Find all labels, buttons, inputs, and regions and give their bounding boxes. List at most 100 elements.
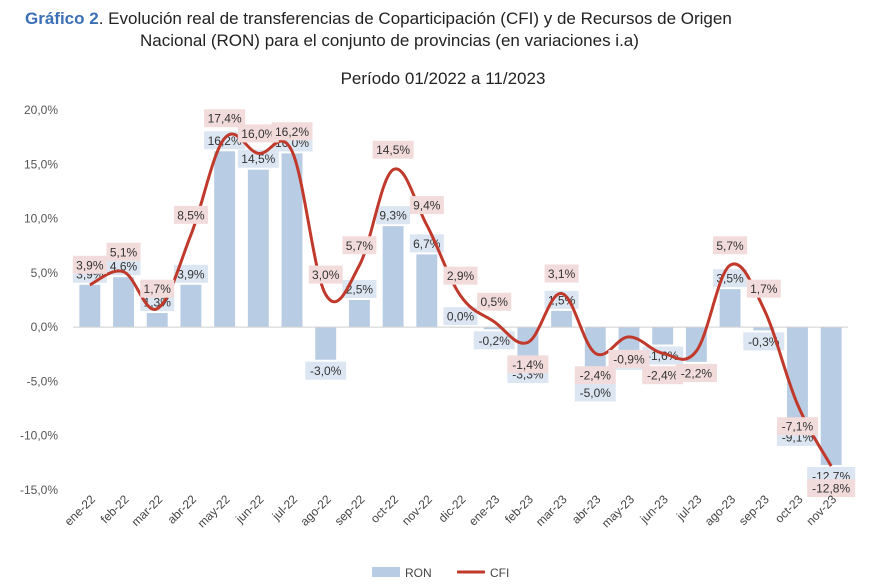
ron-data-label: -1,6% [647,349,679,363]
chart-title-line2: Nacional (RON) para el conjunto de provi… [140,31,639,50]
ron-bar [146,313,168,328]
ron-data-label-box [409,234,444,253]
cfi-data-label-box [544,264,579,283]
cfi-data-label-box [237,124,279,143]
ron-bar [416,254,438,328]
cfi-data-label-box [342,236,377,255]
x-tick-label: jul-23 [673,492,705,524]
ron-data-label-box [443,307,478,326]
cfi-data-label-box [713,236,748,255]
ron-data-label: -5,0% [580,386,612,400]
x-tick-label: oct-22 [368,492,402,526]
x-tick-label: ene-22 [62,492,99,529]
cfi-data-label: 17,4% [208,112,242,126]
ron-bar [820,327,842,466]
cfi-data-label: 3,1% [548,267,576,281]
legend-ron-label: RON [405,566,432,580]
cfi-data-label: -7,1% [782,420,814,434]
y-tick-label: -10,0% [20,429,58,443]
x-tick-label: may-22 [195,492,233,530]
x-tick-label: abr-22 [165,492,200,527]
ron-bar [348,300,370,328]
ron-data-label-box [376,206,411,225]
ron-bar [787,327,808,426]
ron-data-label-box [642,346,684,365]
ron-data-label-box [305,361,347,380]
x-tick-label: sep-23 [736,492,772,528]
cfi-data-label: 9,4% [413,199,441,213]
x-tick-label: dic-22 [436,492,469,525]
ron-bars [79,151,842,466]
ron-bar [753,327,775,331]
cfi-data-label-box [776,417,818,436]
cfi-data-label: 1,7% [750,282,778,296]
cfi-data-label: 3,0% [312,268,340,282]
cfi-data-label: -1,4% [512,358,544,372]
cfi-data-label: -2,4% [647,369,679,383]
y-tick-label: -5,0% [27,374,59,388]
ron-data-label: -3,0% [310,364,342,378]
legend: RON CFI [372,566,509,580]
ron-bar [281,153,303,328]
cfi-data-label-box [271,122,313,141]
x-tick-label: jun-23 [637,492,671,526]
legend-ron-swatch [372,567,400,577]
ron-bar [719,289,741,328]
cfi-data-label-box [477,292,512,311]
cfi-data-label: 14,5% [376,143,410,157]
x-tick-label: ene-23 [466,492,503,529]
ron-bar [685,327,707,362]
cfi-data-label: 5,1% [110,245,138,259]
ron-data-label-box [237,149,279,168]
ron-bar [214,151,236,328]
ron-bar [652,327,674,345]
ron-bar [79,284,101,328]
ron-data-label-box [173,264,208,283]
y-tick-label: 10,0% [24,212,58,226]
cfi-data-label: -2,2% [681,367,713,381]
cfi-data-label-box [140,279,175,298]
y-tick-label: 15,0% [24,157,58,171]
ron-bar [618,327,640,350]
x-tick-label: nov-23 [803,492,839,528]
ron-data-label: -0,3% [748,335,780,349]
cfi-data-label-box [409,196,444,215]
ron-data-label: 14,5% [241,152,275,166]
chart-title-line1: Gráfico 2. Evolución real de transferenc… [25,9,732,28]
x-tick-label: nov-22 [399,492,435,528]
cfi-data-label: -12,8% [812,482,850,496]
x-tick-label: feb-23 [502,492,536,526]
cfi-data-label-box [608,349,650,368]
cfi-data-label-box [72,255,107,274]
x-tick-label: jun-22 [232,492,266,526]
ron-data-label: 2,5% [346,283,374,297]
cfi-data-label-box [443,266,478,285]
cfi-data-label-box [574,366,616,385]
cfi-data-label-box [807,479,856,498]
chart-subtitle: Período 01/2022 a 11/2023 [341,69,546,88]
cfi-data-label-box [746,279,781,298]
cfi-data-label-box [642,366,684,385]
cfi-data-labels: 3,9% 5,1% 1,7% 8,5% 17,4%16,0% 16,2% 3,0% 5,7% 1… [72,109,856,498]
x-tick-label: sep-22 [332,492,368,528]
chart-title-text: . Evolución real de transferencias de Co… [99,9,732,28]
ron-bar [247,169,269,328]
ron-data-label-box [473,331,515,350]
ron-data-label: -0,2% [479,334,511,348]
x-tick-label: feb-22 [98,492,132,526]
cfi-data-label-box [308,265,343,284]
cfi-data-label-box [173,205,208,224]
cfi-data-label: -2,4% [580,369,612,383]
cfi-data-label-box [507,355,549,374]
cfi-data-label: 2,9% [447,269,475,283]
y-tick-label: 5,0% [31,266,59,280]
y-axis: -15,0% -10,0% -5,0% 0,0% 5,0% 10,0% 15,0% 20,0% [20,103,58,497]
x-tick-label: ago-22 [298,492,335,529]
ron-bar [180,284,202,328]
cfi-data-label-box [204,109,246,128]
cfi-data-label: 5,7% [346,239,374,253]
cfi-data-label-box [675,364,717,383]
cfi-data-label: 1,7% [144,282,172,296]
